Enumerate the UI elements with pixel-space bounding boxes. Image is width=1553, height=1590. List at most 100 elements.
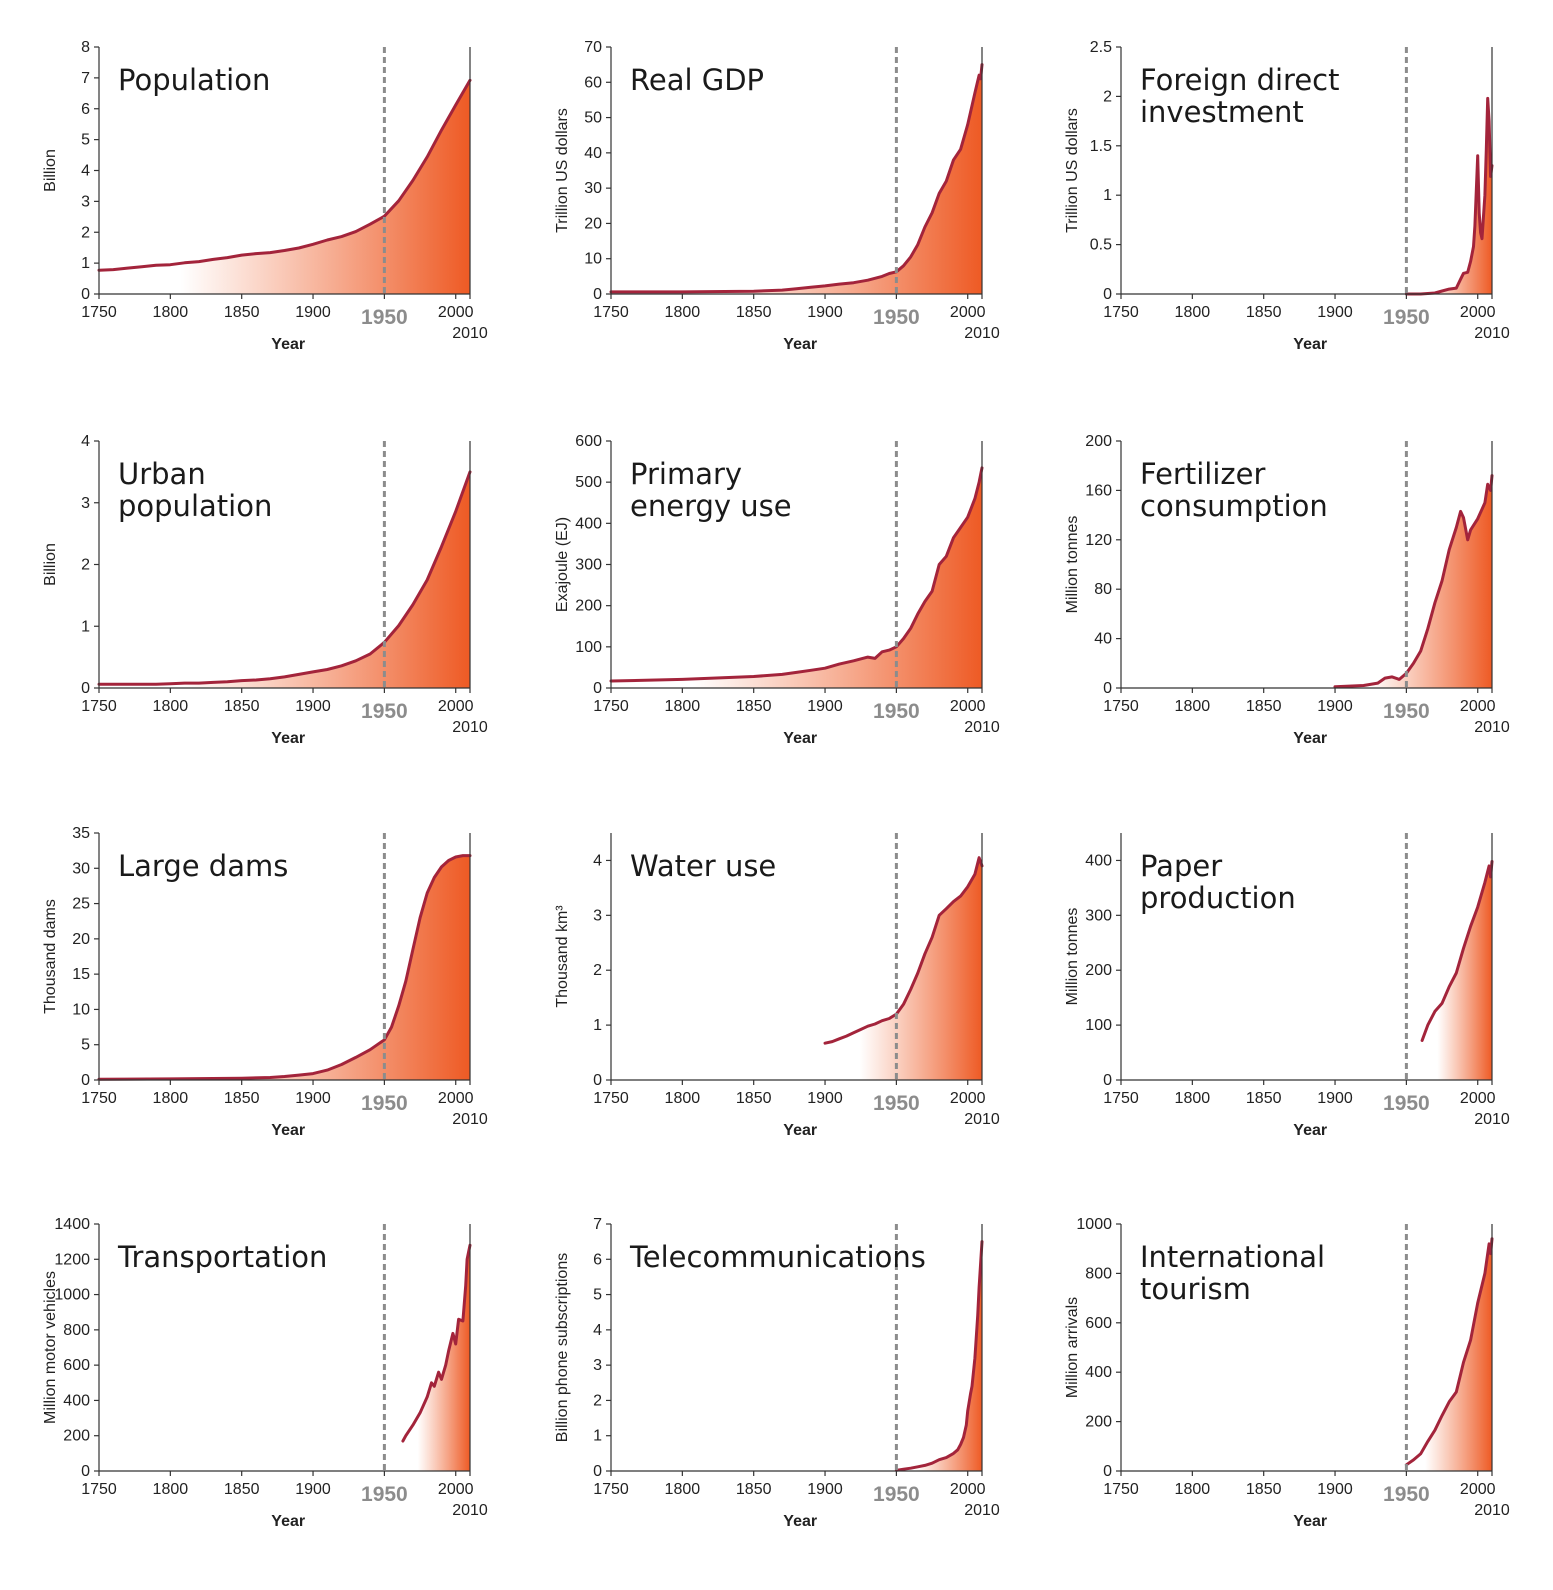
y-tick-label: 100 <box>575 639 602 656</box>
y-tick-label: 4 <box>593 1322 602 1339</box>
y-tick-label: 300 <box>1085 907 1112 924</box>
panel-title: production <box>1140 881 1296 915</box>
y-tick-label: 100 <box>1085 1017 1112 1034</box>
y-tick-label: 400 <box>575 515 602 532</box>
series-line <box>97 854 472 1081</box>
x-tick-label: 1850 <box>1246 304 1282 321</box>
x-tick-label: 1900 <box>1317 304 1353 321</box>
y-tick-label: 600 <box>1085 1315 1112 1332</box>
x-tick-label: 1850 <box>224 1090 260 1107</box>
area-fill <box>1335 475 1492 688</box>
x-end-label: 2010 <box>1474 1502 1510 1519</box>
y-tick-label: 0.5 <box>1090 237 1112 254</box>
series-line <box>609 63 984 294</box>
x-tick-label-1950: 1950 <box>873 306 920 329</box>
x-end-label: 2010 <box>452 719 488 736</box>
x-tick-label: 1750 <box>1103 304 1139 321</box>
chart-panel-fertilizer-consumption: 0 40 80 120 160 200 1750 1800 1850 1900 1950 2000 20… <box>1064 433 1510 747</box>
x-tick-label: 1750 <box>1103 698 1139 715</box>
y-tick-label: 25 <box>72 896 90 913</box>
x-tick-label: 1900 <box>295 698 331 715</box>
x-tick-label: 2000 <box>438 698 474 715</box>
chart-panel-paper-production: 0 100 200 300 400 1750 1800 1850 1900 1950 2000 201… <box>1064 833 1510 1139</box>
x-tick-label: 2000 <box>950 1090 986 1107</box>
y-tick-label: 0 <box>593 1463 602 1480</box>
y-tick-label: 0 <box>81 1072 90 1089</box>
x-tick-label-1950: 1950 <box>873 700 920 723</box>
y-tick-label: 0 <box>593 680 602 697</box>
x-tick-label: 2000 <box>1460 1090 1496 1107</box>
series-line <box>97 470 472 686</box>
panel-title: energy use <box>630 489 792 523</box>
x-tick-label: 1750 <box>81 304 117 321</box>
x-tick-label: 1750 <box>81 698 117 715</box>
y-tick-label: 0 <box>81 1463 90 1480</box>
x-tick-label: 1850 <box>224 304 260 321</box>
panel-title: Large dams <box>118 849 288 883</box>
x-tick-label: 1900 <box>1317 1090 1353 1107</box>
area-fill <box>611 467 982 688</box>
chart-panel-telecommunications: 0 1 2 3 4 5 6 7 1750 1800 1850 1900 1950 2000 2010 Year… <box>554 1216 1000 1530</box>
x-end-label: 2010 <box>964 1111 1000 1128</box>
x-tick-label: 2000 <box>950 698 986 715</box>
y-tick-label: 1000 <box>1076 1216 1112 1233</box>
y-tick-label: 40 <box>1094 631 1112 648</box>
x-axis-title: Year <box>1293 1513 1327 1530</box>
x-axis-title: Year <box>1293 730 1327 747</box>
x-tick-label: 1750 <box>1103 1090 1139 1107</box>
y-tick-label: 80 <box>1094 581 1112 598</box>
x-tick-label: 1750 <box>593 304 629 321</box>
x-tick-label-1950: 1950 <box>1383 1092 1430 1115</box>
panel-title: Primary <box>630 457 742 491</box>
y-tick-label: 10 <box>72 1001 90 1018</box>
y-tick-label: 20 <box>584 215 602 232</box>
y-tick-label: 1200 <box>54 1251 90 1268</box>
y-tick-label: 20 <box>72 931 90 948</box>
y-tick-label: 30 <box>584 180 602 197</box>
x-tick-label: 2000 <box>950 304 986 321</box>
y-tick-label: 0 <box>1103 1463 1112 1480</box>
y-tick-label: 30 <box>72 860 90 877</box>
chart-panel-foreign-direct-investment: 0 0.5 1 1.5 2 2.5 1750 1800 1850 1900 1950 2000 2010… <box>1064 39 1510 353</box>
x-end-label: 2010 <box>1474 719 1510 736</box>
y-tick-label: 5 <box>81 1037 90 1054</box>
x-axis-title: Year <box>1293 336 1327 353</box>
chart-panel-real-gdp: 0 10 20 30 40 50 60 70 1750 1800 1850 1900 1950 2000 2… <box>554 39 1000 353</box>
y-tick-label: 400 <box>1085 852 1112 869</box>
y-tick-label: 3 <box>593 1357 602 1374</box>
area-fill <box>1406 1238 1492 1471</box>
y-axis-title: Million motor vehicles <box>42 1271 59 1424</box>
x-tick-label-1950: 1950 <box>361 1092 408 1115</box>
x-tick-label: 1900 <box>807 1090 843 1107</box>
y-tick-label: 4 <box>81 433 90 450</box>
area-fill <box>611 64 982 294</box>
y-axis-title: Thousand dams <box>42 899 59 1014</box>
x-tick-label: 2000 <box>1460 1481 1496 1498</box>
y-tick-label: 5 <box>81 132 90 149</box>
x-end-label: 2010 <box>452 1111 488 1128</box>
area-fill <box>1406 98 1492 295</box>
y-tick-label: 0 <box>593 286 602 303</box>
x-tick-label: 1900 <box>807 698 843 715</box>
area-fill <box>825 857 982 1080</box>
y-tick-label: 2.5 <box>1090 39 1112 56</box>
panel-title: population <box>118 489 272 523</box>
chart-panel-primary-energy-use: 0 100 200 300 400 500 600 1750 1800 1850 1900 1950 2… <box>554 433 1000 747</box>
x-tick-label-1950: 1950 <box>873 1092 920 1115</box>
y-tick-label: 200 <box>63 1428 90 1445</box>
y-tick-label: 500 <box>575 474 602 491</box>
y-tick-label: 800 <box>63 1322 90 1339</box>
area-fill <box>99 471 470 688</box>
x-tick-label: 2000 <box>1460 304 1496 321</box>
x-tick-label: 1900 <box>295 304 331 321</box>
y-tick-label: 200 <box>575 598 602 615</box>
x-axis-title: Year <box>271 336 305 353</box>
series-line <box>401 1243 472 1443</box>
series-line <box>1420 860 1494 1042</box>
x-tick-label-1950: 1950 <box>873 1483 920 1506</box>
y-tick-label: 0 <box>1103 680 1112 697</box>
x-tick-label: 1850 <box>1246 1090 1282 1107</box>
chart-panel-water-use: 0 1 2 3 4 1750 1800 1850 1900 1950 2000 2010 Year Tho… <box>554 833 1000 1139</box>
y-tick-label: 7 <box>81 70 90 87</box>
